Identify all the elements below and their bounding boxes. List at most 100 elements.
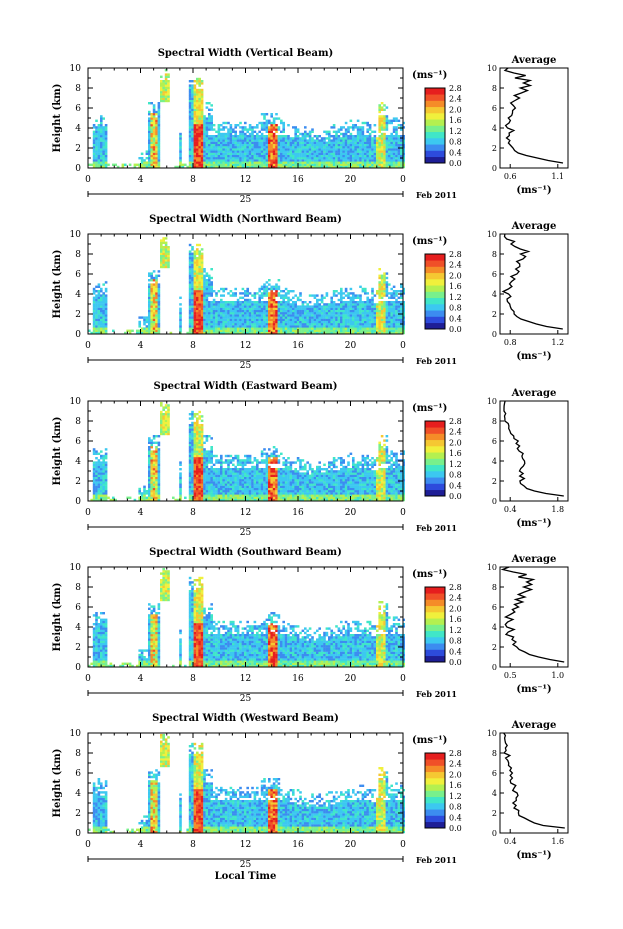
heatmap-cell xyxy=(277,135,281,138)
heatmap-cell xyxy=(160,252,163,255)
heatmap-cell xyxy=(270,290,273,293)
heatmap-cell xyxy=(200,117,204,120)
heatmap-cell xyxy=(246,318,249,321)
heatmap-cell xyxy=(275,283,278,286)
heatmap-cell xyxy=(328,309,331,313)
heatmap-cell xyxy=(275,163,278,166)
heatmap-cell xyxy=(344,150,348,153)
heatmap-cell xyxy=(97,476,101,480)
heatmap-cell xyxy=(236,303,240,306)
heatmap-cell xyxy=(349,318,353,321)
heatmap-cell xyxy=(203,157,206,160)
heatmap-cell xyxy=(167,75,170,78)
heatmap-cell xyxy=(191,417,194,420)
heatmap-cell xyxy=(392,163,396,166)
heatmap-cell xyxy=(164,77,168,81)
heatmap-cell xyxy=(292,165,295,169)
heatmap-cell xyxy=(390,161,393,164)
heatmap-cell xyxy=(364,312,367,315)
heatmap-cell xyxy=(380,119,384,122)
heatmap-cell xyxy=(400,316,403,319)
heatmap-cell xyxy=(160,84,163,87)
heatmap-cell xyxy=(200,296,204,299)
heatmap-cell xyxy=(150,121,153,125)
heatmap-cell xyxy=(284,143,288,147)
heatmap-cell xyxy=(380,165,384,169)
heatmap-cell xyxy=(304,141,307,144)
heatmap-cell xyxy=(308,130,312,133)
heatmap-cell xyxy=(361,314,365,317)
heatmap-cell xyxy=(150,492,153,495)
heatmap-cell xyxy=(232,128,235,131)
heatmap-cell xyxy=(378,108,381,111)
heatmap-cell xyxy=(155,479,158,482)
heatmap-cell xyxy=(208,161,211,164)
y-tick-label: 6 xyxy=(75,270,81,280)
heatmap-cell xyxy=(220,159,223,162)
heatmap-cell xyxy=(248,312,252,315)
heatmap-cell xyxy=(157,119,161,122)
heatmap-cell xyxy=(164,415,168,418)
heatmap-cell xyxy=(268,132,271,136)
heatmap-cell xyxy=(400,163,403,166)
heatmap-cell xyxy=(236,146,240,149)
heatmap-cell xyxy=(220,139,223,142)
heatmap-cell xyxy=(378,130,381,133)
heatmap-cell xyxy=(383,152,386,155)
heatmap-cell xyxy=(188,141,192,144)
heatmap-cell xyxy=(342,139,345,142)
heatmap-cell xyxy=(196,274,199,277)
heatmap-cell xyxy=(400,126,403,129)
heatmap-cell xyxy=(224,121,228,125)
heatmap-cell xyxy=(356,305,360,308)
heatmap-cell xyxy=(193,281,197,284)
colorbar-swatch xyxy=(425,94,445,101)
heatmap-cell xyxy=(220,137,223,140)
heatmap-cell xyxy=(270,296,273,299)
heatmap-cell xyxy=(371,314,374,317)
heatmap-cell xyxy=(395,303,398,306)
heatmap-cell xyxy=(308,139,312,142)
heatmap-cell xyxy=(308,294,312,297)
heatmap-cell xyxy=(364,292,367,295)
heatmap-cell xyxy=(102,461,105,464)
heatmap-cell xyxy=(388,292,391,295)
heatmap-cell xyxy=(191,150,194,153)
heatmap-cell xyxy=(332,152,336,155)
heatmap-cell xyxy=(220,163,223,166)
heatmap-cell xyxy=(383,143,386,147)
heatmap-cell xyxy=(356,152,360,155)
heatmap-cell xyxy=(241,323,245,326)
heatmap-cell xyxy=(215,292,218,295)
heatmap-cell xyxy=(397,137,401,140)
heatmap-cell xyxy=(397,307,401,310)
heatmap-cell xyxy=(97,316,101,319)
heatmap-cell xyxy=(359,139,362,142)
heatmap-cell xyxy=(275,143,278,147)
heatmap-cell xyxy=(236,301,240,304)
heatmap-cell xyxy=(354,307,357,310)
heatmap-cell xyxy=(227,143,230,147)
heatmap-cell xyxy=(340,150,343,153)
heatmap-cell xyxy=(162,428,165,431)
heatmap-cell xyxy=(323,309,326,313)
heatmap-cell xyxy=(212,290,216,293)
heatmap-cell xyxy=(246,292,249,295)
heatmap-cell xyxy=(188,327,192,330)
heatmap-cell xyxy=(167,432,170,436)
heatmap-cell xyxy=(95,316,98,319)
heatmap-cell xyxy=(340,165,343,169)
heatmap-cell xyxy=(282,318,285,321)
heatmap-cell xyxy=(397,303,401,306)
heatmap-cell xyxy=(299,146,302,149)
heatmap-cell xyxy=(328,157,331,160)
heatmap-cell xyxy=(296,296,300,299)
heatmap-cell xyxy=(217,314,221,317)
heatmap-cell xyxy=(402,154,405,158)
heatmap-cell xyxy=(148,128,151,131)
heatmap-cell xyxy=(215,323,218,326)
avg-y-tick-label: 8 xyxy=(492,250,497,259)
heatmap-cell xyxy=(155,290,158,293)
heatmap-cell xyxy=(306,148,309,151)
heatmap-cell xyxy=(280,165,283,169)
